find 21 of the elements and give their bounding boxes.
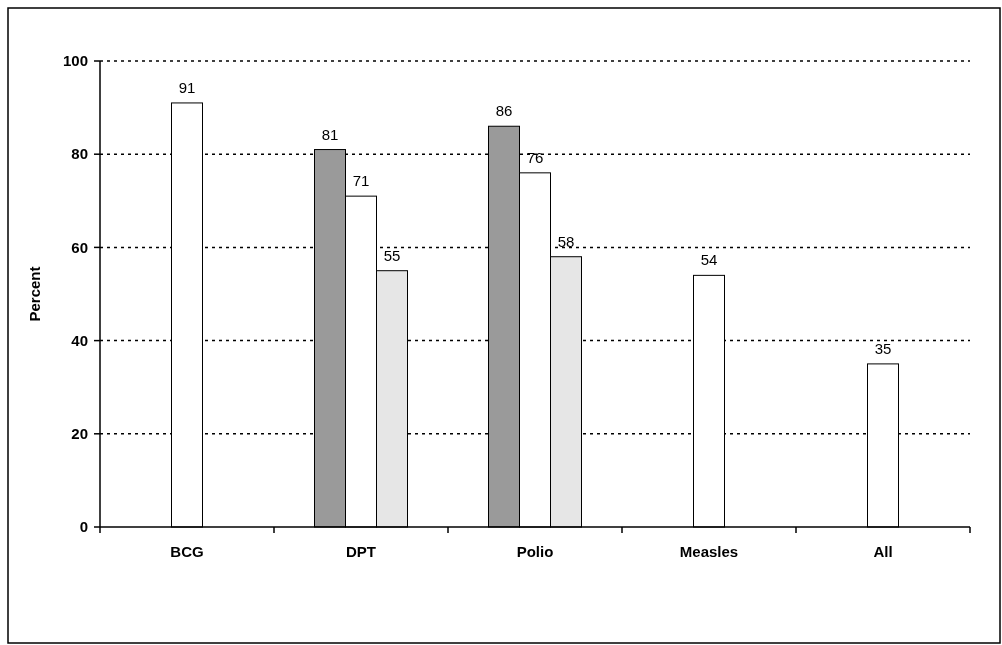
x-tick-label: Polio (516, 543, 554, 560)
data-label: 35 (874, 339, 892, 357)
data-label: 91 (178, 78, 196, 96)
x-tick-label: DPT (346, 543, 376, 560)
data-label: 76 (526, 148, 544, 166)
data-label: 71 (352, 172, 370, 190)
y-tick-label: 40 (71, 331, 88, 349)
y-axis-title: Percent (26, 266, 43, 322)
y-tick-label: 20 (71, 425, 88, 443)
x-tick-label: Measles (679, 543, 739, 560)
y-tick-label: 100 (62, 52, 88, 70)
x-tick-label: BCG (170, 543, 204, 560)
x-tick-label: All (873, 543, 893, 560)
data-label: 81 (321, 125, 339, 143)
y-tick-label: 80 (71, 145, 88, 163)
data-label: 86 (495, 102, 513, 120)
y-tick-label: 60 (71, 238, 88, 256)
data-label: 58 (557, 232, 575, 250)
data-label: 54 (700, 251, 718, 269)
y-tick-label: 0 (79, 518, 88, 536)
data-label: 55 (383, 246, 401, 264)
